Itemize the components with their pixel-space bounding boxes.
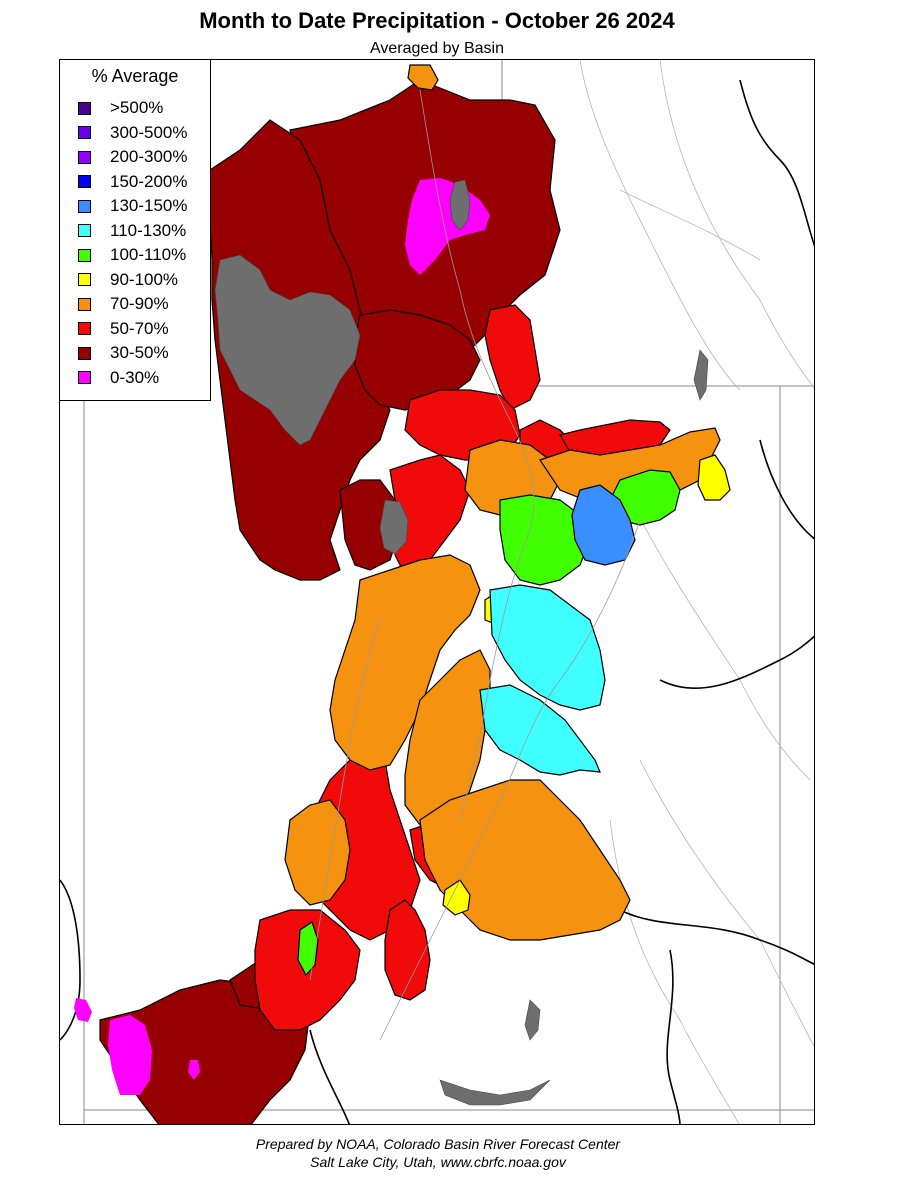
boundary-south-1 xyxy=(666,949,681,1124)
boundary-east-3 xyxy=(659,635,814,689)
legend-item: 90-100% xyxy=(78,270,178,290)
legend-swatch xyxy=(78,322,91,335)
precipitation-map xyxy=(59,59,815,1125)
legend-label: 200-300% xyxy=(110,147,188,166)
basin-magenta-virgin-edge xyxy=(74,998,92,1022)
legend-label: 70-90% xyxy=(110,294,169,313)
river-colorado-3 xyxy=(609,819,740,1124)
legend-label: 50-70% xyxy=(110,318,169,338)
river-colorado-2 xyxy=(639,759,814,1048)
river-wyoming-2 xyxy=(659,60,814,389)
basin-green-white-river xyxy=(499,494,591,586)
basins-90-100 xyxy=(442,454,731,916)
water-bodies xyxy=(214,179,709,1106)
basin-magenta-virgin-spot xyxy=(188,1060,200,1080)
legend-item: 200-300% xyxy=(78,147,188,167)
basin-red-san-juan-south xyxy=(384,899,431,1001)
legend-label: 110-130% xyxy=(110,220,187,240)
legend-item: 0-30% xyxy=(78,368,159,388)
basins-100-110 xyxy=(297,469,681,977)
legend-label: >500% xyxy=(110,98,164,117)
legend-item: 130-150% xyxy=(78,196,188,216)
basins-70-90 xyxy=(284,64,721,941)
legend-swatch xyxy=(78,126,91,139)
legend-label: 100-110% xyxy=(110,245,187,264)
rivers-background xyxy=(579,60,814,1124)
lake-mead-river xyxy=(524,999,541,1041)
sevier-river xyxy=(309,619,381,981)
legend-swatch xyxy=(78,346,91,360)
legend-swatch xyxy=(78,101,91,115)
boundary-east-1 xyxy=(739,79,814,247)
legend-label: 90-100% xyxy=(110,269,179,289)
basins-110-130 xyxy=(479,584,606,776)
map-subtitle: Averaged by Basin xyxy=(369,40,504,57)
legend-label: 150-200% xyxy=(110,171,188,191)
great-salt-lake xyxy=(214,254,361,446)
lake-powell xyxy=(439,1079,551,1106)
legend: % Average >500% 300-500% 200-300% 150-200% 1… xyxy=(59,59,211,401)
basin-orange-colorado-south xyxy=(419,779,631,941)
basin-orange-green-top xyxy=(407,64,439,91)
outer-basin-boundaries xyxy=(60,79,814,1124)
map-title: Month to Date Precipitation - October 26… xyxy=(199,8,675,33)
green-river xyxy=(419,89,535,821)
legend-item: 70-90% xyxy=(78,294,169,314)
legend-swatch xyxy=(78,224,91,237)
basin-red-green-mid xyxy=(484,304,541,411)
legend-swatch xyxy=(78,150,91,164)
legend-item: 110-130% xyxy=(78,221,186,241)
legend-swatch xyxy=(78,199,91,213)
basin-orange-sevier-upper xyxy=(284,799,351,906)
map-canvas xyxy=(60,60,814,1124)
legend-item: 300-500% xyxy=(78,123,188,143)
basin-cyan-gunnison xyxy=(489,584,606,711)
basins-50-70 xyxy=(254,304,671,1031)
flaming-gorge xyxy=(449,179,471,231)
river-colorado-1 xyxy=(619,479,811,781)
credit-line-2: Salt Lake City, Utah, www.cbrfc.noaa.gov xyxy=(310,1154,566,1170)
utah-lake xyxy=(379,499,409,555)
river-wyoming-3 xyxy=(619,189,761,261)
fontenelle-reservoir xyxy=(693,349,709,401)
boundary-east-2 xyxy=(759,439,814,540)
credit-line-1: Prepared by NOAA, Colorado Basin River F… xyxy=(255,1136,621,1152)
legend-swatch xyxy=(78,273,91,286)
legend-item: 30-50% xyxy=(78,343,169,363)
legend-swatch xyxy=(78,371,91,384)
legend-label: 0-30% xyxy=(110,367,160,387)
legend-label: 130-150% xyxy=(110,196,188,215)
legend-item: >500% xyxy=(78,98,163,118)
boundary-west-1 xyxy=(60,879,81,1041)
basin-magenta-virgin-west xyxy=(108,1015,152,1095)
legend-swatch xyxy=(78,248,91,262)
boundary-east-4 xyxy=(619,909,814,965)
basin-yellow-yampa-east xyxy=(697,454,731,501)
legend-item: 50-70% xyxy=(78,319,169,339)
rivers-basin xyxy=(309,89,641,1041)
river-wyoming-1 xyxy=(579,60,741,391)
legend-label: 300-500% xyxy=(110,122,188,142)
legend-item: 150-200% xyxy=(78,172,188,192)
legend-swatch xyxy=(78,175,91,188)
legend-title: % Average xyxy=(91,66,179,86)
legend-swatch xyxy=(78,297,91,311)
colorado-river xyxy=(379,519,641,1041)
boundary-south-2 xyxy=(309,1029,351,1124)
legend-item: 100-110% xyxy=(78,245,186,265)
legend-label: 30-50% xyxy=(110,343,169,362)
